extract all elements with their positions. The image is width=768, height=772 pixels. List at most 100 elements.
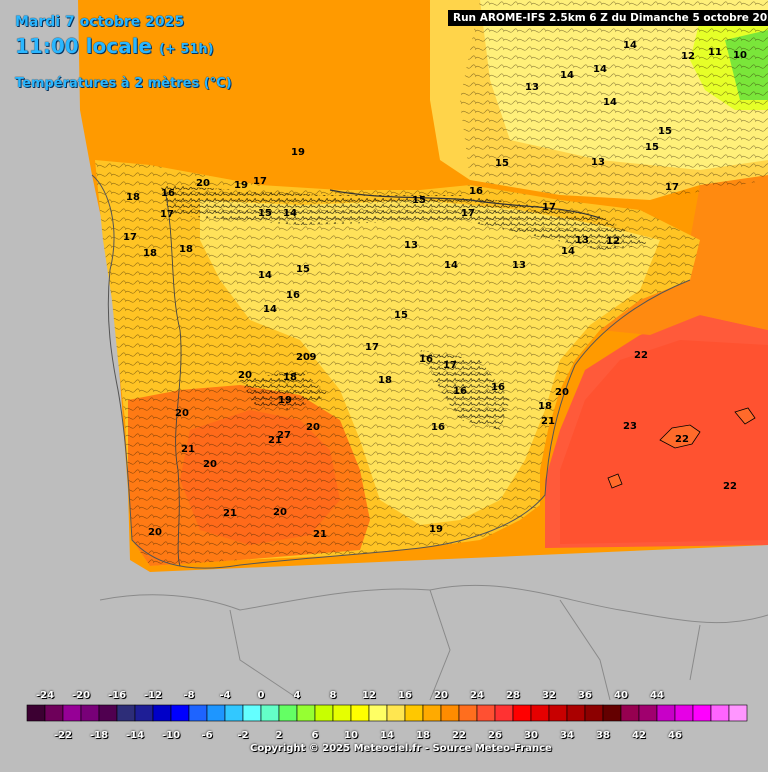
- legend-swatch: [152, 704, 172, 722]
- temperature-label: 15: [296, 264, 310, 275]
- menorca: [734, 407, 756, 425]
- temperature-label: 19: [278, 395, 292, 406]
- legend-swatch: [530, 704, 550, 722]
- legend-swatch: [638, 704, 658, 722]
- temperature-label: 18: [378, 375, 392, 386]
- legend-swatch: [260, 704, 280, 722]
- legend-swatch: [314, 704, 334, 722]
- temperature-label: 17: [542, 202, 556, 213]
- legend-tick-top: 28: [506, 690, 520, 701]
- legend-swatch: [242, 704, 262, 722]
- legend-tick-bottom: -10: [161, 730, 181, 741]
- variable-title: Températures à 2 mètres (°C): [15, 76, 232, 91]
- temperature-label: 17: [665, 182, 679, 193]
- legend-swatch: [116, 704, 136, 722]
- temperature-label: 18: [143, 248, 157, 259]
- legend-scale: [26, 704, 748, 722]
- temperature-label: 20: [175, 408, 189, 419]
- legend-swatch: [62, 704, 82, 722]
- temperature-label: 22: [675, 434, 689, 445]
- temperature-label: 20: [296, 352, 310, 363]
- temperature-label: 14: [593, 64, 607, 75]
- legend-tick-top: 0: [257, 690, 265, 701]
- legend-tick-top: -8: [183, 690, 195, 701]
- temperature-label: 18: [126, 192, 140, 203]
- temperature-label: 19: [234, 180, 248, 191]
- legend-swatch: [26, 704, 46, 722]
- temperature-label: 21: [181, 444, 195, 455]
- legend-tick-bottom: -6: [201, 730, 213, 741]
- temperature-label: 14: [444, 260, 458, 271]
- temperature-label: 14: [283, 208, 297, 219]
- legend-swatch: [278, 704, 298, 722]
- temperature-label: 15: [412, 195, 426, 206]
- temperature-label: 17: [123, 232, 137, 243]
- temperature-label: 16: [161, 188, 175, 199]
- mountain-contours: [160, 185, 650, 250]
- legend-swatch: [386, 704, 406, 722]
- legend-tick-top: 32: [542, 690, 556, 701]
- legend-swatch: [224, 704, 244, 722]
- portugal-border: [164, 189, 182, 567]
- temperature-label: 22: [634, 350, 648, 361]
- legend-swatch: [584, 704, 604, 722]
- temperature-label: 14: [560, 70, 574, 81]
- legend-swatch: [170, 704, 190, 722]
- east-mountain-contours: [420, 350, 510, 430]
- legend-tick-top: -24: [35, 690, 55, 701]
- temperature-label: 20: [148, 527, 162, 538]
- temperature-label: 18: [283, 372, 297, 383]
- sierra-contours: [240, 370, 330, 410]
- legend-swatch: [404, 704, 424, 722]
- legend-tick-bottom: 14: [380, 730, 394, 741]
- legend-swatch: [458, 704, 478, 722]
- legend-tick-top: -20: [71, 690, 91, 701]
- legend-swatch: [494, 704, 514, 722]
- temperature-label: 15: [258, 208, 272, 219]
- temperature-label: 18: [179, 244, 193, 255]
- legend-tick-bottom: -22: [53, 730, 73, 741]
- temperature-label: 15: [495, 158, 509, 169]
- legend-swatch: [350, 704, 370, 722]
- temperature-label: 11: [708, 47, 722, 58]
- temperature-label: 21: [313, 529, 327, 540]
- temperature-label: 20: [273, 507, 287, 518]
- temperature-label: 16: [469, 186, 483, 197]
- legend-tick-bottom: 26: [488, 730, 502, 741]
- temperature-label: 13: [575, 235, 589, 246]
- legend-tick-top: 12: [362, 690, 376, 701]
- legend-tick-bottom: 18: [416, 730, 430, 741]
- temperature-label: 14: [263, 304, 277, 315]
- legend-swatch: [692, 704, 712, 722]
- temperature-label: 17: [160, 209, 174, 220]
- legend-swatch: [422, 704, 442, 722]
- temperature-label: 21: [223, 508, 237, 519]
- legend-swatch: [710, 704, 730, 722]
- legend-swatch: [440, 704, 460, 722]
- temperature-label: 15: [394, 310, 408, 321]
- forecast-date: Mardi 7 octobre 2025: [15, 14, 185, 30]
- temperature-label: 17: [461, 208, 475, 219]
- temperature-label: 19: [429, 524, 443, 535]
- legend-swatch: [620, 704, 640, 722]
- land-contours: [95, 160, 700, 566]
- legend-tick-bottom: 6: [311, 730, 319, 741]
- legend-tick-top: -4: [219, 690, 231, 701]
- legend-swatch: [476, 704, 496, 722]
- temperature-label: 16: [453, 386, 467, 397]
- legend-swatch: [332, 704, 352, 722]
- legend-swatch: [728, 704, 748, 722]
- temperature-label: 13: [591, 157, 605, 168]
- legend-tick-bottom: -18: [89, 730, 109, 741]
- legend-tick-top: -16: [107, 690, 127, 701]
- legend-tick-top: 36: [578, 690, 592, 701]
- temperature-label: 14: [258, 270, 272, 281]
- temperature-label: 14: [561, 246, 575, 257]
- legend-tick-bottom: -2: [237, 730, 249, 741]
- legend-swatch: [512, 704, 532, 722]
- temperature-label: 18: [538, 401, 552, 412]
- forecast-hour: 11:00 locale: [15, 34, 152, 58]
- forecast-lead: (+ 51h): [158, 42, 214, 57]
- legend-swatch: [44, 704, 64, 722]
